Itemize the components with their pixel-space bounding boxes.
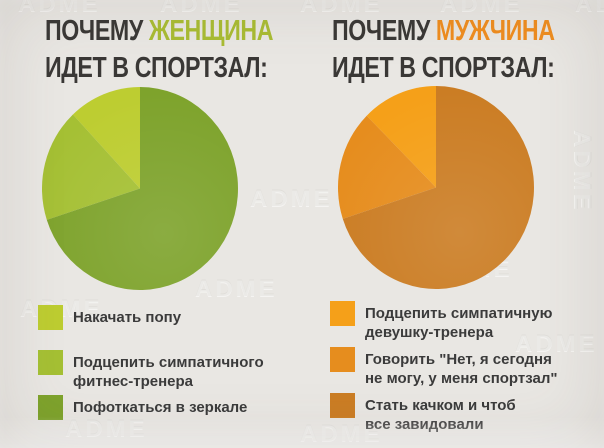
pie-chart-women bbox=[42, 87, 238, 290]
legend-swatch bbox=[330, 347, 355, 372]
legend-label: Подцепить симпатичную девушку-тренера bbox=[365, 305, 553, 341]
watermark-text: ADME bbox=[18, 0, 101, 17]
watermark-text: ADME bbox=[575, 0, 604, 17]
watermark-text: ADME bbox=[65, 415, 148, 442]
legend-item: Пофоткаться в зеркале bbox=[38, 395, 247, 420]
legend-item: Подцепить симпатичного фитнес-тренера bbox=[38, 350, 264, 391]
panel-title-women: ПОЧЕМУ ЖЕНЩИНА ИДЕТ В СПОРТЗАЛ: bbox=[45, 13, 274, 87]
legend-swatch bbox=[330, 393, 355, 418]
watermark-text: ADME bbox=[569, 130, 596, 213]
title-line2: ИДЕТ В СПОРТЗАЛ: bbox=[45, 52, 268, 84]
watermark-text: ADME bbox=[300, 0, 383, 17]
pie-highlight bbox=[42, 87, 238, 290]
legend-label: Накачать попу bbox=[73, 309, 182, 326]
title-accent: МУЖЧИНА bbox=[435, 15, 555, 47]
panel-title-men: ПОЧЕМУ МУЖЧИНА ИДЕТ В СПОРТЗАЛ: bbox=[332, 13, 555, 87]
legend-swatch bbox=[330, 301, 355, 326]
title-accent: ЖЕНЩИНА bbox=[148, 15, 274, 47]
watermark-text: ADME bbox=[300, 420, 383, 447]
pie-chart-men bbox=[338, 86, 534, 289]
watermark-text: ADME bbox=[515, 330, 598, 357]
legend-label: Стать качком и чтоб все завидовали bbox=[365, 397, 516, 433]
legend-item: Накачать попу bbox=[38, 305, 181, 330]
legend-item: Стать качком и чтоб все завидовали bbox=[330, 393, 516, 434]
title-prefix: ПОЧЕМУ bbox=[332, 15, 430, 47]
watermark-text: ADME bbox=[440, 0, 523, 17]
legend-label: Подцепить симпатичного фитнес-тренера bbox=[73, 354, 264, 390]
watermark-text: ADME bbox=[160, 0, 243, 17]
legend-item: Подцепить симпатичную девушку-тренера bbox=[330, 301, 552, 342]
watermark-text: ADME bbox=[195, 275, 278, 302]
legend-item: Говорить "Нет, я сегодня не могу, у меня… bbox=[330, 347, 557, 388]
watermark-text: ADME bbox=[250, 185, 333, 212]
legend-label: Говорить "Нет, я сегодня не могу, у меня… bbox=[365, 351, 558, 387]
pie-highlight bbox=[338, 86, 534, 289]
legend-swatch bbox=[38, 305, 63, 330]
legend-swatch bbox=[38, 395, 63, 420]
legend-swatch bbox=[38, 350, 63, 375]
title-prefix: ПОЧЕМУ bbox=[45, 15, 143, 47]
title-line2: ИДЕТ В СПОРТЗАЛ: bbox=[332, 52, 555, 84]
legend-label: Пофоткаться в зеркале bbox=[73, 399, 248, 416]
